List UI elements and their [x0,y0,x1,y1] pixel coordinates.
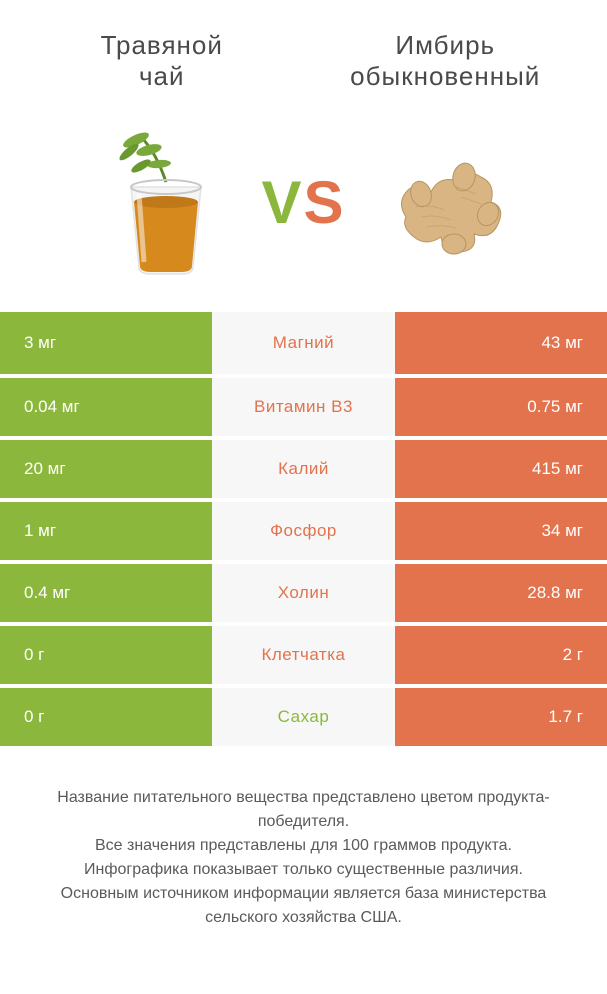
title-left-line1: Травяной [101,30,223,60]
ginger-icon [366,122,526,282]
value-left: 0.04 мг [0,378,212,436]
vs-row: VS [0,102,607,312]
footer-line1: Название питательного вещества представл… [30,786,577,834]
tea-glass-icon [81,122,241,282]
nutrient-table: 3 мгМагний43 мг0.04 мгВитамин B30.75 мг2… [0,312,607,746]
product-right-title: Имбирь обыкновенный [304,30,588,92]
value-left: 1 мг [0,502,212,560]
footer: Название питательного вещества представл… [0,746,607,950]
value-right: 415 мг [395,440,607,498]
footer-line2: Все значения представлены для 100 граммо… [30,834,577,858]
nutrient-label: Сахар [212,688,394,746]
value-left: 3 мг [0,312,212,374]
value-right: 28.8 мг [395,564,607,622]
nutrient-label: Калий [212,440,394,498]
vs-s: S [304,169,346,236]
header-right: Имбирь обыкновенный [304,30,588,92]
nutrient-label: Витамин B3 [212,378,394,436]
value-right: 1.7 г [395,688,607,746]
nutrient-row: 3 мгМагний43 мг [0,312,607,374]
nutrient-row: 1 мгФосфор34 мг [0,498,607,560]
nutrient-label: Магний [212,312,394,374]
header-left: Травяной чай [20,30,304,92]
value-left: 0 г [0,688,212,746]
product-right-image [366,122,526,282]
nutrient-row: 0.04 мгВитамин B30.75 мг [0,374,607,436]
nutrient-label: Клетчатка [212,626,394,684]
title-right-line1: Имбирь [395,30,495,60]
vs-v: V [261,169,303,236]
value-left: 0.4 мг [0,564,212,622]
header: Травяной чай Имбирь обыкновенный [0,0,607,102]
nutrient-row: 0 гСахар1.7 г [0,684,607,746]
footer-line4: Основным источником информации является … [30,882,577,930]
product-left-image [81,122,241,282]
value-right: 0.75 мг [395,378,607,436]
value-right: 2 г [395,626,607,684]
nutrient-label: Фосфор [212,502,394,560]
value-left: 0 г [0,626,212,684]
value-right: 43 мг [395,312,607,374]
value-left: 20 мг [0,440,212,498]
product-left-title: Травяной чай [20,30,304,92]
nutrient-row: 0.4 мгХолин28.8 мг [0,560,607,622]
title-right-line2: обыкновенный [350,61,540,91]
nutrient-row: 20 мгКалий415 мг [0,436,607,498]
footer-line3: Инфографика показывает только существенн… [30,858,577,882]
title-left-line2: чай [139,61,185,91]
nutrient-label: Холин [212,564,394,622]
nutrient-row: 0 гКлетчатка2 г [0,622,607,684]
value-right: 34 мг [395,502,607,560]
vs-label: VS [261,168,345,237]
